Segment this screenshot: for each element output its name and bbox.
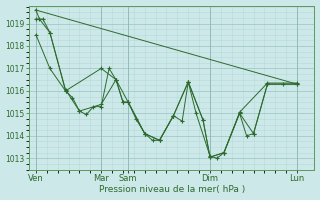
X-axis label: Pression niveau de la mer( hPa ): Pression niveau de la mer( hPa ) [99,185,245,194]
